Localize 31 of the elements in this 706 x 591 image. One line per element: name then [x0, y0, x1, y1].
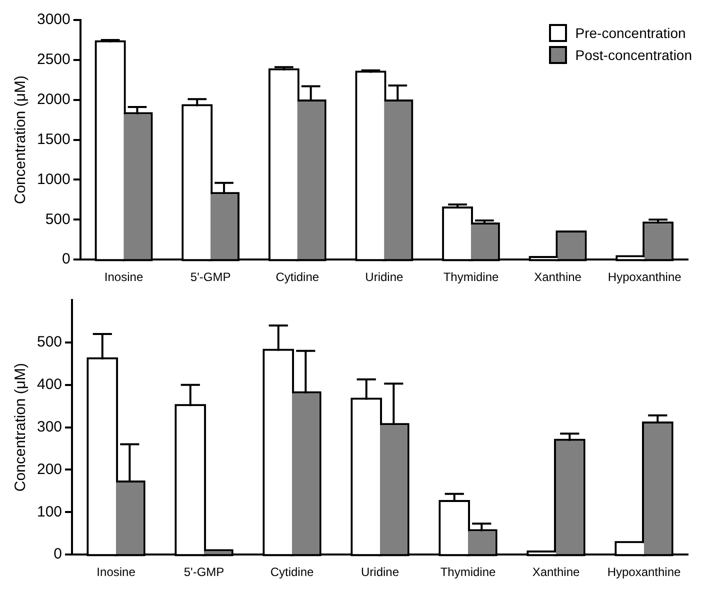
x-tick-label: Inosine: [96, 565, 136, 580]
y-tick-label: 500: [36, 334, 62, 351]
y-axis-title: Concentration (μM): [12, 362, 30, 492]
y-axis-title: Concentration (μM): [12, 75, 30, 204]
y-tick-label: 500: [45, 210, 70, 228]
y-tick-label: 300: [36, 418, 62, 436]
x-tick-label: Hypoxanthine: [608, 270, 682, 284]
y-tick-label: 400: [36, 376, 62, 394]
x-tick-label: Xanthine: [532, 565, 580, 580]
x-tick-label: Inosine: [104, 270, 144, 284]
x-tick-label: Xanthine: [534, 270, 582, 284]
x-tick-label: Uridine: [365, 270, 404, 284]
x-tick-label: Thymidine: [443, 270, 499, 284]
x-tick-label: Hypoxanthine: [607, 565, 682, 580]
y-tick-label: 0: [62, 250, 70, 268]
x-tick-label: 5'-GMP: [184, 565, 224, 580]
y-tick-label: 0: [54, 546, 62, 563]
y-tick-label: 3000: [36, 11, 70, 28]
x-tick-label: Cytidine: [270, 565, 314, 580]
y-tick-label: 2500: [36, 51, 70, 68]
y-tick-label: 1500: [36, 130, 70, 148]
x-tick-label: Cytidine: [276, 270, 320, 284]
y-tick-label: 2000: [36, 91, 70, 108]
x-tick-label: Thymidine: [440, 565, 496, 580]
y-tick-label: 200: [36, 460, 62, 478]
legend-label: Post-concentration: [575, 46, 692, 65]
y-tick-label: 1000: [36, 170, 70, 188]
y-tick-label: 100: [36, 503, 62, 520]
x-tick-label: 5'-GMP: [190, 270, 231, 284]
x-tick-label: Uridine: [361, 565, 400, 580]
legend-label: Pre-concentration: [575, 24, 686, 43]
